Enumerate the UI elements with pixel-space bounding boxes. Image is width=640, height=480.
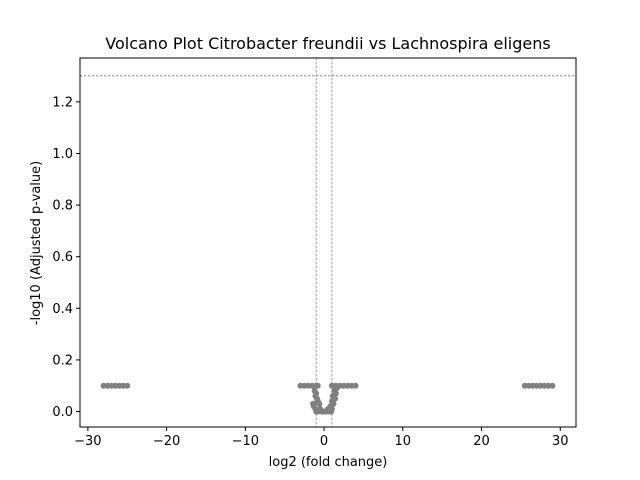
y-tick-label: 0.4 [52,302,73,317]
data-point [124,382,131,389]
y-tick-label: 0.0 [52,405,73,420]
y-axis-label: -log10 (Adjusted p-value) [29,161,44,325]
threshold-lines [80,58,576,427]
x-tick-label: 0 [320,434,328,449]
data-points [100,382,556,415]
y-tick-label: 0.6 [52,250,73,265]
y-tick-label: 0.8 [52,199,73,214]
y-tick-label: 1.0 [52,147,73,162]
x-tick-label: 30 [552,434,569,449]
x-tick-label: −10 [232,434,259,449]
y-axis-ticks: 0.0 0.2 0.4 0.6 0.8 1.0 1.2 [52,95,80,420]
x-axis-label: log2 (fold change) [269,455,388,470]
x-tick-label: −30 [74,434,101,449]
data-point [549,382,556,389]
x-tick-label: 20 [473,434,490,449]
y-tick-label: 0.2 [52,353,73,368]
x-tick-label: −20 [153,434,180,449]
plot-frame [79,57,577,428]
y-tick-label: 1.2 [52,95,73,110]
data-point [352,382,359,389]
x-axis-ticks: −30 −20 −10 0 10 20 30 [74,427,569,449]
data-point [316,400,323,407]
data-point [314,382,321,389]
x-tick-label: 10 [395,434,412,449]
data-point [333,385,340,392]
chart-title: Volcano Plot Citrobacter freundii vs Lac… [105,34,550,53]
